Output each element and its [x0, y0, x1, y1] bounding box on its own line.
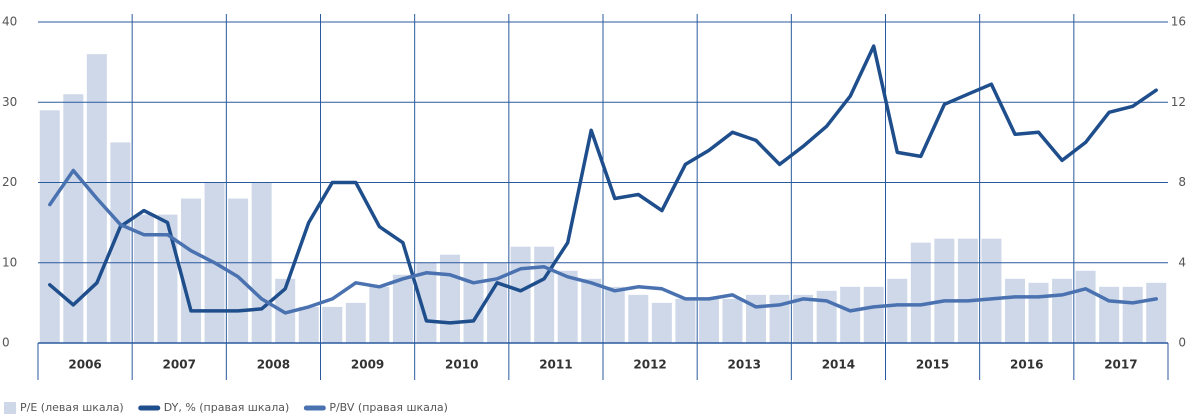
bar: [369, 286, 390, 343]
bar: [322, 306, 343, 343]
bar: [534, 246, 555, 343]
bar: [1146, 282, 1167, 343]
bar: [793, 294, 814, 343]
y-tick-label: 0: [2, 336, 10, 350]
x-tick-label: 2006: [68, 358, 101, 372]
bar: [840, 286, 861, 343]
bar: [133, 214, 154, 343]
x-tick-label: 2010: [445, 358, 478, 372]
x-tick-label: 2013: [728, 358, 761, 372]
bar: [63, 94, 84, 343]
bar: [581, 278, 602, 343]
y2-tick-label: 16: [1171, 15, 1186, 29]
bar: [228, 198, 249, 343]
y-tick-label: 30: [2, 95, 17, 109]
x-tick-label: 2014: [822, 358, 855, 372]
y2-tick-label: 4: [1178, 255, 1186, 269]
y-tick-label: 20: [2, 175, 17, 189]
bar: [1004, 278, 1025, 343]
bar: [463, 262, 484, 343]
bar: [1099, 286, 1120, 343]
bar: [510, 246, 531, 343]
x-tick-label: 2015: [916, 358, 949, 372]
bar: [675, 298, 696, 343]
y-tick-label: 10: [2, 255, 17, 269]
x-tick-label: 2009: [351, 358, 384, 372]
legend-label: P/E (левая шкала): [20, 401, 124, 414]
legend-label: DY, % (правая шкала): [164, 401, 290, 414]
x-tick-label: 2007: [163, 358, 196, 372]
bar: [181, 198, 202, 343]
legend-swatch: [4, 402, 16, 414]
bar: [863, 286, 884, 343]
bar: [910, 242, 931, 343]
bar: [651, 302, 672, 343]
bar: [557, 270, 578, 343]
bar: [110, 142, 131, 343]
x-tick-label: 2016: [1010, 358, 1043, 372]
x-tick-label: 2012: [633, 358, 666, 372]
bar: [1028, 282, 1049, 343]
line: [48, 44, 1158, 325]
bar: [392, 274, 413, 343]
bar: [981, 238, 1002, 343]
y2-tick-label: 8: [1178, 175, 1186, 189]
bar: [722, 298, 743, 343]
bar: [887, 278, 908, 343]
bar: [1122, 286, 1143, 343]
x-tick-label: 2011: [539, 358, 572, 372]
bar: [345, 302, 366, 343]
legend-label: P/BV (правая шкала): [329, 401, 448, 414]
x-tick-label: 2008: [257, 358, 290, 372]
y2-tick-label: 12: [1171, 95, 1186, 109]
x-tick-label: 2017: [1104, 358, 1137, 372]
line: [48, 168, 1158, 315]
bar: [698, 298, 719, 343]
bar: [934, 238, 955, 343]
bar: [957, 238, 978, 343]
y2-tick-label: 0: [1178, 336, 1186, 350]
bar: [628, 294, 649, 343]
bar: [1075, 270, 1096, 343]
y-tick-label: 40: [2, 15, 17, 29]
bar: [439, 254, 460, 343]
bar: [1052, 278, 1073, 343]
bar: [604, 286, 625, 343]
bar: [298, 306, 319, 343]
bar: [39, 110, 60, 344]
